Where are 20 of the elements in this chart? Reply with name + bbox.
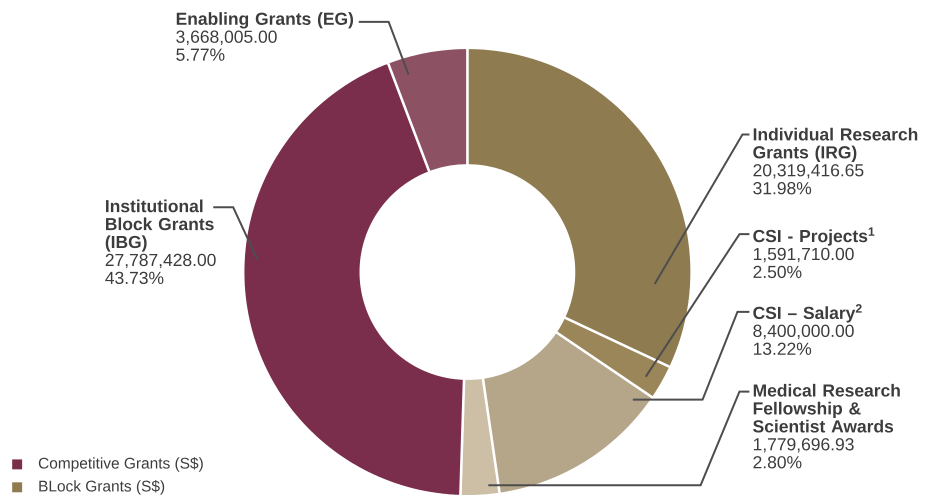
slice-label: Medical Research Fellowship & Scientist Awards: [753, 384, 900, 433]
data-label: 3,668,005.00: [176, 30, 277, 46]
slice-label: Individual Research Grants (IRG): [753, 128, 918, 162]
data-label: 20,319,416.65: [753, 164, 864, 179]
text: Competitive Grants (S$): [38, 457, 203, 472]
text: 31.98%: [753, 182, 812, 195]
text: BLock Grants (S$): [39, 480, 164, 495]
text: 2.50%: [753, 266, 802, 278]
data-label: 27,787,428.00: [106, 254, 216, 268]
text: 13.22%: [754, 342, 812, 356]
data-label: 8,400,000.00: [753, 324, 854, 340]
text: 43.73%: [105, 272, 164, 284]
data-label: 1,591,710.00: [754, 248, 854, 262]
slice-label: CSI – Salary$^{2}$: [753, 304, 862, 323]
data-label: 1,779,696.93: [754, 438, 854, 453]
text: 5.77%: [176, 48, 224, 62]
slice-label: CSI - Projects$^{1}$: [753, 228, 874, 246]
slice-label: Institutional Block Grants (IBG): [106, 200, 214, 252]
text: 2.80%: [753, 456, 802, 469]
slice-label: Enabling Grants (EG): [176, 12, 354, 29]
